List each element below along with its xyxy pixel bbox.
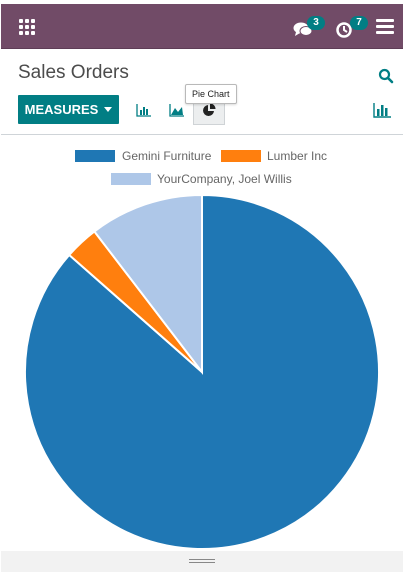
top-navbar: 3 7 — [1, 4, 403, 49]
legend-row: Gemini Furniture Lumber Inc — [75, 149, 327, 163]
chat-bubbles-icon — [293, 22, 313, 36]
pie-chart-tooltip: Pie Chart — [185, 84, 237, 104]
hamburger-menu-icon[interactable] — [376, 19, 394, 35]
pie-slices — [24, 193, 380, 550]
apps-menu-icon[interactable] — [19, 19, 35, 35]
area-chart-icon — [168, 103, 184, 117]
pie-chart: Gemini Furniture Lumber Inc YourCompany,… — [24, 149, 380, 550]
search-icon[interactable] — [378, 68, 394, 84]
drag-handle-icon[interactable] — [189, 559, 215, 564]
switch-view-button[interactable] — [367, 95, 397, 125]
pie-chart-icon — [203, 103, 216, 116]
measures-label: MEASURES — [24, 102, 99, 117]
legend-row: YourCompany, Joel Willis — [111, 172, 292, 186]
legend-label: Gemini Furniture — [122, 149, 212, 163]
legend-label: YourCompany, Joel Willis — [157, 172, 292, 186]
bottom-bar — [1, 551, 403, 572]
chart-area: Gemini Furniture Lumber Inc YourCompany,… — [1, 135, 403, 551]
messaging-button[interactable]: 3 — [291, 14, 325, 42]
divider — [1, 134, 403, 135]
legend-label: Lumber Inc — [267, 149, 327, 163]
measures-button[interactable]: MEASURES — [18, 95, 119, 124]
bar-chart-icon — [135, 103, 151, 117]
activity-count-badge: 7 — [350, 16, 368, 30]
bar-chart-icon — [373, 102, 391, 118]
pie-slice[interactable] — [92, 193, 203, 375]
legend-swatch — [221, 150, 261, 162]
legend-item[interactable]: YourCompany, Joel Willis — [111, 172, 292, 186]
legend-swatch — [75, 150, 115, 162]
clock-icon — [336, 22, 352, 38]
legend-item[interactable]: Lumber Inc — [221, 149, 327, 163]
activities-button[interactable]: 7 — [334, 14, 368, 42]
line-chart-view-button[interactable] — [161, 95, 191, 125]
legend-item[interactable]: Gemini Furniture — [75, 149, 212, 163]
bar-chart-view-button[interactable] — [128, 95, 158, 125]
page-title: Sales Orders — [18, 62, 129, 83]
legend-swatch — [111, 173, 151, 185]
message-count-badge: 3 — [307, 16, 325, 30]
caret-down-icon — [104, 107, 113, 112]
